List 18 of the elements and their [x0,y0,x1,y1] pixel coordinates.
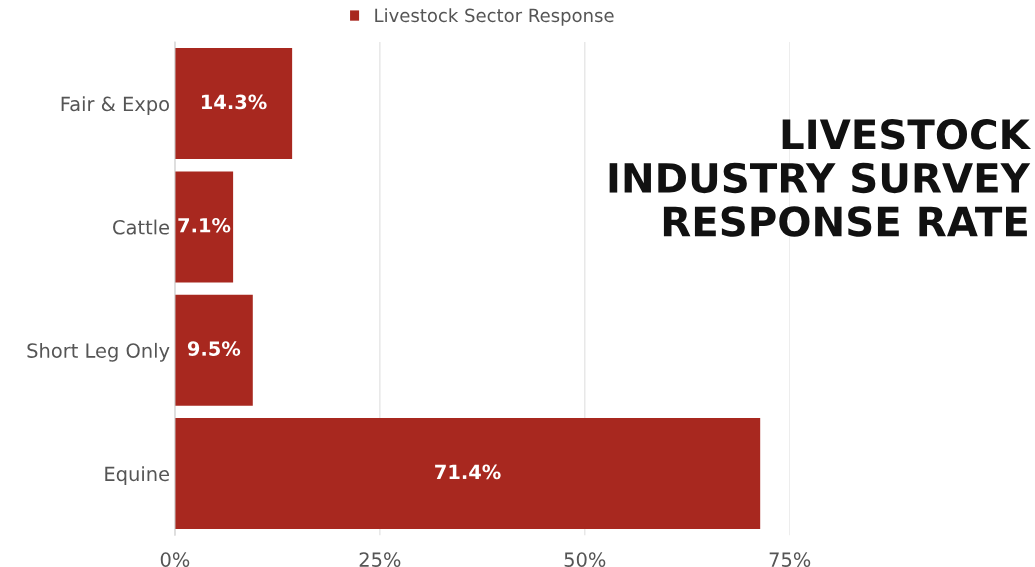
data-label: 9.5% [187,341,241,356]
y-tick-label: Short Leg Only [27,342,170,362]
legend-label: Livestock Sector Response [375,8,614,26]
bar [174,294,253,406]
x-tick-label: 25% [359,552,401,567]
x-tick-label: 75% [769,552,811,567]
text: LIVESTOCK INDUSTRY SURVEY RESPONSE RATE [609,119,1032,237]
data-label: 14.3% [201,94,267,110]
bar [174,171,234,283]
x-tick-label: 50% [564,552,606,567]
data-label: 71.4% [435,464,501,480]
y-tick-label: Fair & Expo [61,96,169,116]
bar [174,418,761,530]
x-tick-label: 0% [160,552,190,567]
y-tick-label: Equine [105,466,170,486]
bar [174,48,293,160]
data-label: 7.1% [178,217,231,233]
y-tick-label: Cattle [113,219,170,235]
